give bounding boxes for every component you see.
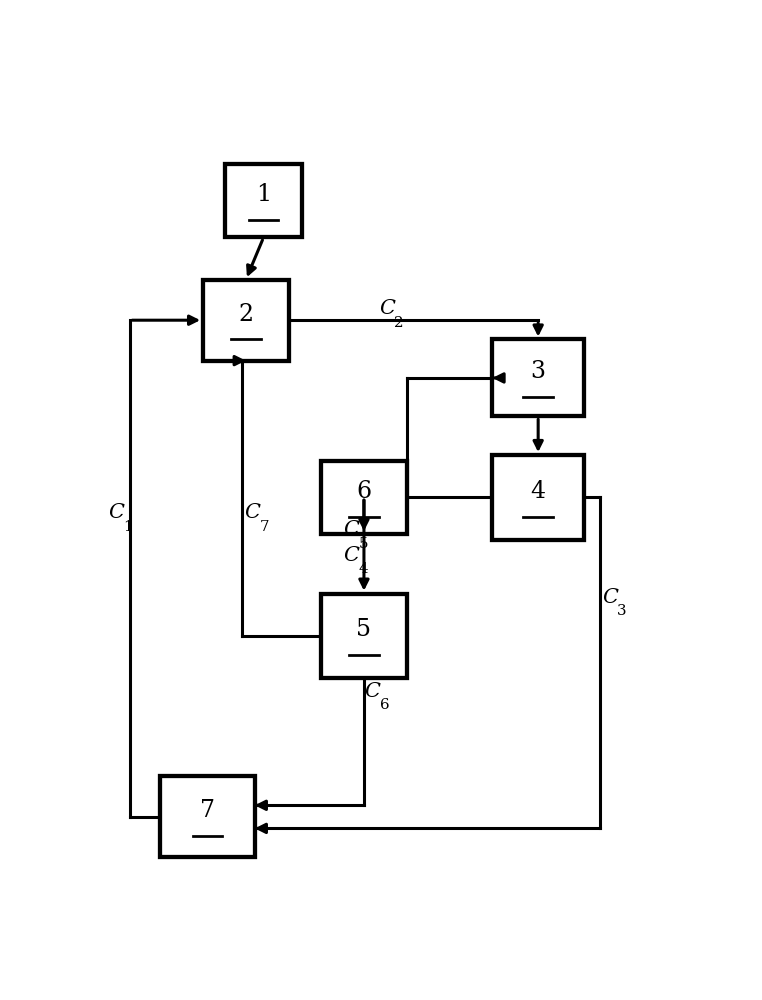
Text: 3: 3 (530, 360, 546, 383)
Text: 7: 7 (200, 799, 215, 822)
Text: C: C (364, 682, 380, 701)
Text: 2: 2 (239, 303, 254, 326)
Text: C: C (602, 588, 618, 607)
Text: 3: 3 (617, 604, 627, 618)
Text: 6: 6 (357, 480, 372, 503)
Text: 2: 2 (394, 316, 404, 330)
Text: C: C (343, 520, 359, 539)
Text: 4: 4 (359, 562, 368, 576)
Bar (492, 339, 584, 416)
Bar (492, 455, 584, 540)
Text: 5: 5 (357, 618, 371, 641)
Bar (160, 776, 255, 857)
Text: C: C (379, 299, 395, 318)
Text: 1: 1 (123, 520, 133, 534)
Text: 6: 6 (380, 698, 389, 712)
Text: 4: 4 (530, 480, 546, 503)
Text: 1: 1 (256, 183, 271, 206)
Text: C: C (343, 546, 359, 565)
Bar (226, 164, 302, 237)
Text: C: C (245, 503, 261, 522)
Text: 5: 5 (359, 536, 368, 550)
Bar (203, 280, 289, 361)
Text: 7: 7 (260, 520, 270, 534)
Bar (321, 594, 407, 678)
Bar (321, 461, 407, 534)
Text: C: C (108, 503, 124, 522)
